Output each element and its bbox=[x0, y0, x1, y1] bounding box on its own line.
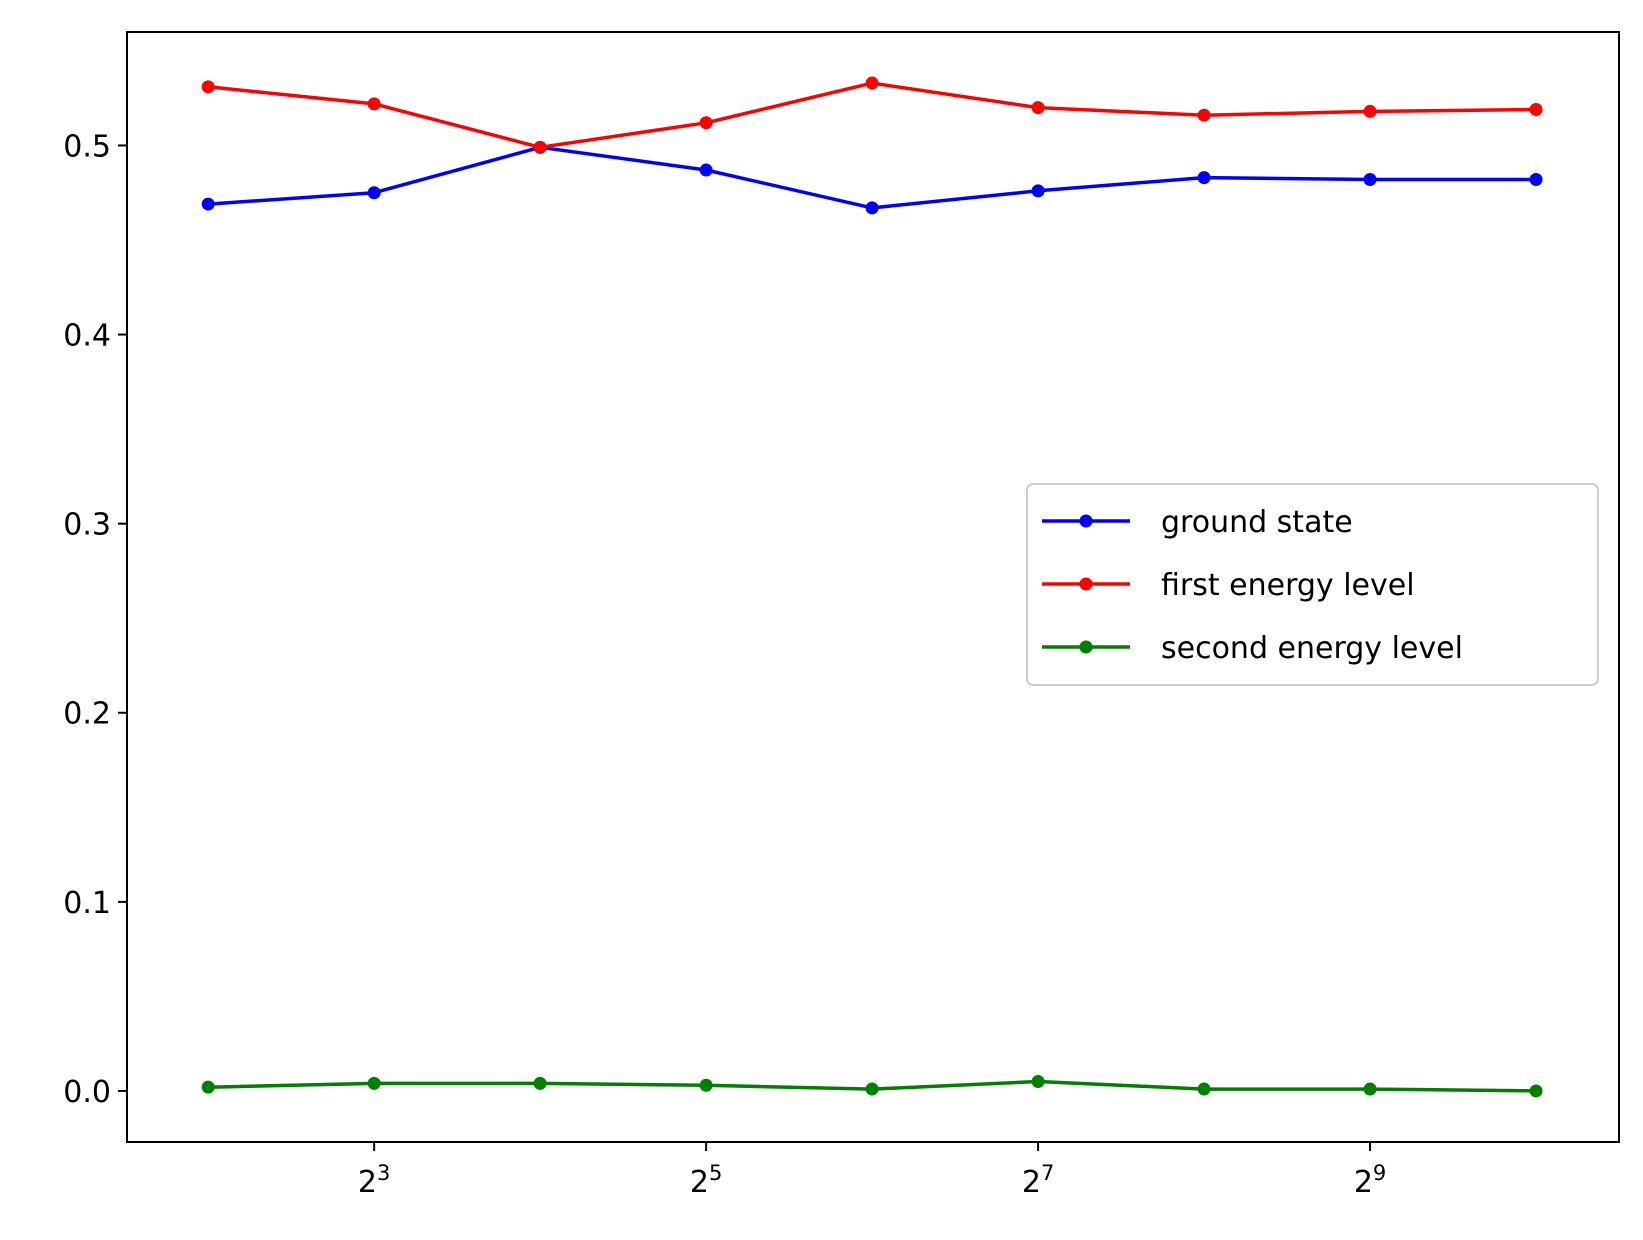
data-point bbox=[1529, 172, 1543, 186]
data-point bbox=[201, 80, 215, 94]
legend-item: ground state bbox=[1042, 505, 1353, 540]
x-tick-label: 23 bbox=[358, 1161, 390, 1200]
data-point bbox=[201, 197, 215, 211]
legend-label: first energy level bbox=[1161, 568, 1415, 603]
y-tick-label: 0.5 bbox=[63, 129, 111, 164]
x-tick-label: 29 bbox=[1354, 1161, 1386, 1200]
data-point bbox=[1197, 1082, 1211, 1096]
series-ground-state bbox=[201, 140, 1543, 215]
plot-area bbox=[126, 31, 1620, 1143]
data-point bbox=[1031, 101, 1045, 115]
axes-frame bbox=[126, 31, 1620, 1143]
data-point bbox=[865, 201, 879, 215]
data-point bbox=[699, 163, 713, 177]
data-point bbox=[699, 116, 713, 130]
data-point bbox=[533, 140, 547, 154]
legend-swatch-marker bbox=[1079, 640, 1093, 654]
x-tick-label: 25 bbox=[690, 1161, 722, 1200]
data-point bbox=[533, 1076, 547, 1090]
series-first-energy-level bbox=[201, 76, 1543, 154]
data-point bbox=[1529, 1084, 1543, 1098]
data-point bbox=[1363, 1082, 1377, 1096]
data-point bbox=[1197, 171, 1211, 185]
data-point bbox=[367, 186, 381, 200]
series-line bbox=[208, 81, 1537, 150]
legend: ground state first energy level second ene… bbox=[1026, 483, 1599, 686]
legend-item: first energy level bbox=[1042, 568, 1415, 603]
legend-swatch-marker bbox=[1079, 577, 1093, 591]
data-point bbox=[865, 76, 879, 90]
data-point bbox=[1197, 108, 1211, 122]
y-tick-label: 0.4 bbox=[63, 319, 111, 354]
legend-box bbox=[1026, 483, 1599, 686]
x-axis: 23 25 27 29 bbox=[358, 1142, 1386, 1200]
data-point bbox=[367, 97, 381, 111]
x-tick-label: 27 bbox=[1022, 1161, 1054, 1200]
legend-label: ground state bbox=[1161, 505, 1353, 540]
data-point bbox=[1529, 103, 1543, 117]
data-point bbox=[201, 1080, 215, 1094]
data-point bbox=[699, 1078, 713, 1092]
data-point bbox=[1363, 172, 1377, 186]
legend-swatch-marker bbox=[1079, 514, 1093, 528]
legend-item: second energy level bbox=[1042, 631, 1463, 666]
data-point bbox=[1031, 184, 1045, 198]
series-line bbox=[208, 145, 1536, 210]
data-point bbox=[367, 1076, 381, 1090]
series-layer bbox=[201, 76, 1543, 1098]
y-axis: 0.0 0.1 0.2 0.3 0.4 0.5 bbox=[63, 129, 127, 1110]
y-tick-label: 0.2 bbox=[63, 697, 111, 732]
series-second-energy-level bbox=[201, 1074, 1543, 1098]
data-point bbox=[865, 1082, 879, 1096]
data-point bbox=[1363, 104, 1377, 118]
y-tick-label: 0.3 bbox=[63, 508, 111, 543]
y-tick-label: 0.0 bbox=[63, 1075, 111, 1110]
legend-label: second energy level bbox=[1161, 631, 1463, 666]
y-tick-label: 0.1 bbox=[63, 886, 111, 921]
data-point bbox=[1031, 1074, 1045, 1088]
